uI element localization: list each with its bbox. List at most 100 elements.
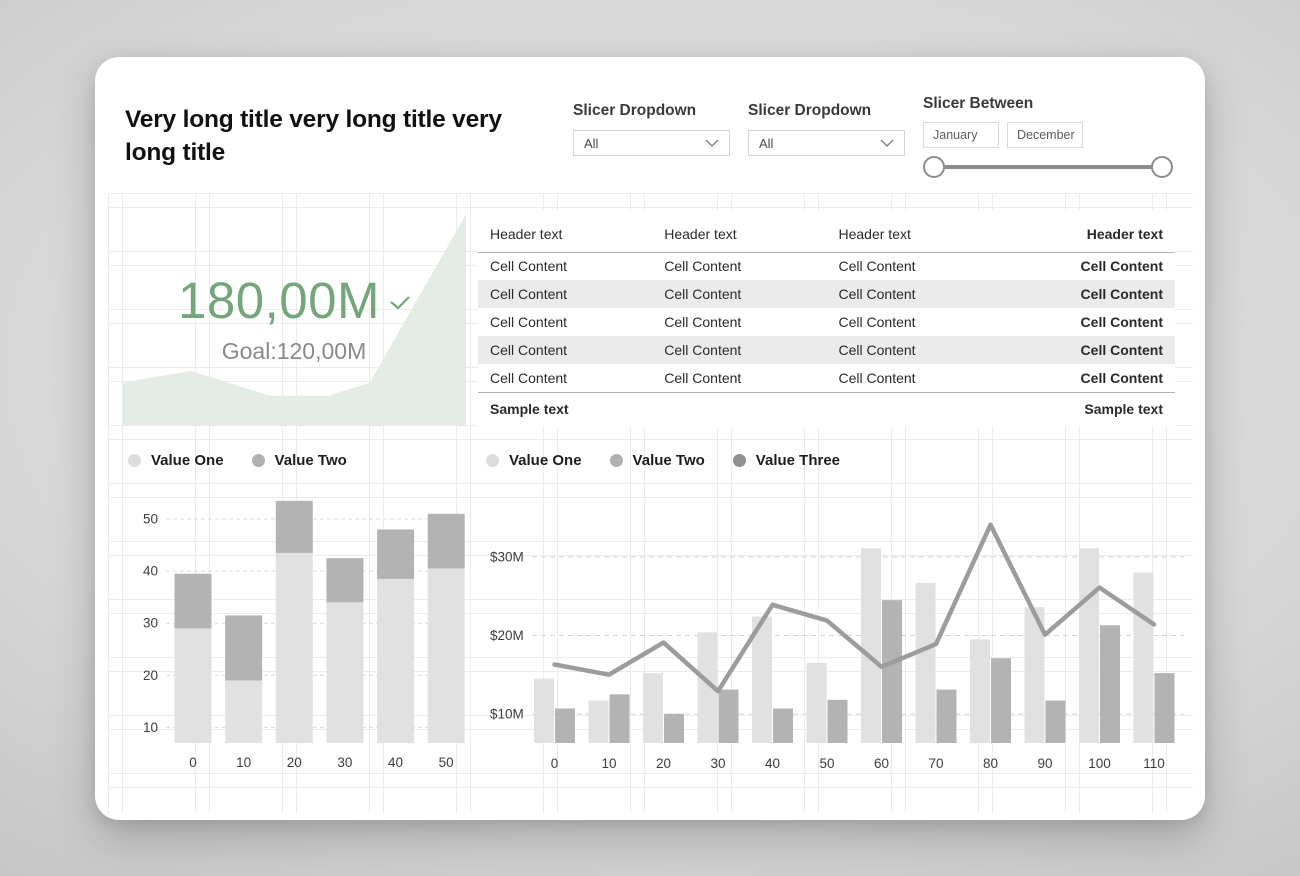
legend-item[interactable]: Value One	[128, 452, 224, 469]
bar-value-two[interactable]	[827, 699, 848, 743]
combo-chart: $10M $20M $30M 0 10 20 30 40 50 60 70 80 90 100 110	[490, 522, 1184, 771]
bar-value-two[interactable]	[1045, 700, 1066, 743]
combo-chart-legend: Value One Value Two Value Three	[486, 447, 840, 473]
table-cell: Cell Content	[652, 252, 827, 280]
bar-value-one[interactable]	[643, 673, 663, 743]
legend-item[interactable]: Value Three	[732, 451, 841, 469]
bar-segment-value-two[interactable]	[326, 558, 364, 603]
kpi-card[interactable]: 180,00M Goal:120,00M	[122, 210, 466, 426]
bar-value-two[interactable]	[555, 708, 575, 743]
bar-segment-value-one[interactable]	[174, 628, 212, 743]
bar-value-two[interactable]	[609, 694, 630, 743]
legend-item[interactable]: Value Two	[251, 452, 347, 469]
bar-value-two[interactable]	[664, 713, 684, 743]
table-header: Header text Header text Header text Header …	[478, 210, 1175, 253]
bar-segment-value-one[interactable]	[427, 568, 465, 743]
bar-value-one[interactable]	[970, 639, 990, 743]
bar-value-two[interactable]	[1100, 625, 1120, 743]
data-table: Header text Header text Header text Header …	[478, 210, 1175, 426]
y-tick-label: 10	[143, 720, 158, 735]
slicer-dropdown-1[interactable]: All	[573, 130, 730, 156]
y-tick-label: $10M	[490, 706, 524, 721]
bar-value-one[interactable]	[861, 548, 881, 743]
legend-item[interactable]: Value Two	[609, 452, 705, 469]
table-cell: Cell Content	[478, 280, 653, 308]
x-tick-label: 110	[1143, 756, 1165, 771]
stacked-chart-legend: Value One Value Two	[128, 447, 347, 473]
y-tick-label: 40	[143, 564, 158, 579]
bar-value-two[interactable]	[882, 600, 902, 743]
bar-segment-value-two[interactable]	[275, 500, 313, 553]
table-cell: Cell Content	[826, 308, 1001, 336]
table-row[interactable]: Cell Content Cell Content Cell Content Cell…	[478, 364, 1175, 392]
table-row[interactable]: Cell Content Cell Content Cell Content Cell…	[478, 280, 1175, 308]
legend-dot-icon	[251, 453, 265, 467]
bar-segment-value-one[interactable]	[377, 578, 415, 743]
between-start-input[interactable]: January	[923, 122, 999, 148]
bar-value-one[interactable]	[915, 582, 936, 743]
bar-value-two[interactable]	[936, 689, 957, 743]
table-cell: Cell Content	[1000, 252, 1175, 280]
legend-item[interactable]: Value One	[486, 452, 582, 469]
slicer-dropdown-2[interactable]: All	[748, 130, 905, 156]
slider-handle-end[interactable]	[1151, 156, 1173, 178]
bar-segment-value-two[interactable]	[427, 513, 465, 569]
line-value-three[interactable]	[552, 522, 1157, 694]
bar-value-two[interactable]	[773, 708, 793, 743]
bar-value-two[interactable]	[1154, 673, 1175, 743]
table-cell: Cell Content	[826, 252, 1001, 280]
bar-value-one[interactable]	[588, 700, 609, 743]
bar-segment-value-two[interactable]	[225, 615, 263, 681]
x-tick-label: 50	[439, 755, 454, 770]
table-header-cell[interactable]: Header text	[652, 210, 827, 253]
bar-value-one[interactable]	[806, 662, 827, 743]
table-cell: Cell Content	[478, 364, 653, 392]
bar-value-two[interactable]	[718, 689, 739, 743]
kpi-sparkline-area	[122, 214, 466, 426]
table-row[interactable]: Cell Content Cell Content Cell Content Cell…	[478, 308, 1175, 336]
table-row[interactable]: Cell Content Cell Content Cell Content Cell…	[478, 252, 1175, 280]
bar-segment-value-one[interactable]	[275, 552, 313, 743]
legend-label: Value One	[151, 451, 224, 469]
bar-segment-value-one[interactable]	[326, 602, 364, 743]
slider-track[interactable]	[933, 165, 1163, 169]
between-range-slider[interactable]	[923, 156, 1173, 178]
bar-segment-value-two[interactable]	[174, 573, 212, 629]
x-tick-label: 30	[710, 756, 725, 771]
bar-value-two[interactable]	[991, 658, 1011, 743]
table-cell: Cell Content	[1000, 364, 1175, 392]
table-header-cell[interactable]: Header text	[478, 210, 653, 253]
table-cell: Cell Content	[478, 336, 653, 364]
y-tick-label: 50	[143, 512, 158, 527]
bar-value-one[interactable]	[534, 678, 554, 743]
bar-value-one[interactable]	[1079, 548, 1099, 743]
table-row[interactable]: Cell Content Cell Content Cell Content Cell…	[478, 336, 1175, 364]
y-tick-label: 30	[143, 616, 158, 631]
bar-segment-value-one[interactable]	[225, 680, 263, 743]
table-cell: Cell Content	[826, 364, 1001, 392]
table-header-cell[interactable]: Header text	[826, 210, 1001, 253]
table-cell: Cell Content	[652, 336, 827, 364]
bar-value-one[interactable]	[697, 632, 718, 743]
slicer-dropdown-2-value: All	[759, 135, 774, 151]
bar-segment-value-two[interactable]	[377, 529, 415, 579]
table-cell: Cell Content	[652, 308, 827, 336]
table-header-cell[interactable]: Header text	[1000, 210, 1175, 253]
x-tick-label: 70	[928, 756, 943, 771]
legend-label: Value Three	[755, 451, 841, 469]
y-tick-label: $30M	[490, 549, 524, 564]
bar-value-one[interactable]	[752, 616, 772, 743]
x-tick-label: 100	[1088, 756, 1111, 771]
bar-value-one[interactable]	[1133, 572, 1154, 743]
x-tick-label: 80	[983, 756, 998, 771]
x-tick-label: 60	[874, 756, 889, 771]
y-tick-label: 20	[143, 668, 158, 683]
between-end-input[interactable]: December	[1007, 122, 1083, 148]
bar-value-one[interactable]	[1024, 607, 1045, 743]
legend-dot-icon	[732, 453, 746, 467]
page-title: Very long title very long title very lon…	[125, 106, 502, 166]
slider-handle-start[interactable]	[923, 156, 945, 178]
check-icon	[390, 296, 410, 310]
table-cell: Cell Content	[1000, 308, 1175, 336]
table-footer-cell	[652, 391, 827, 426]
